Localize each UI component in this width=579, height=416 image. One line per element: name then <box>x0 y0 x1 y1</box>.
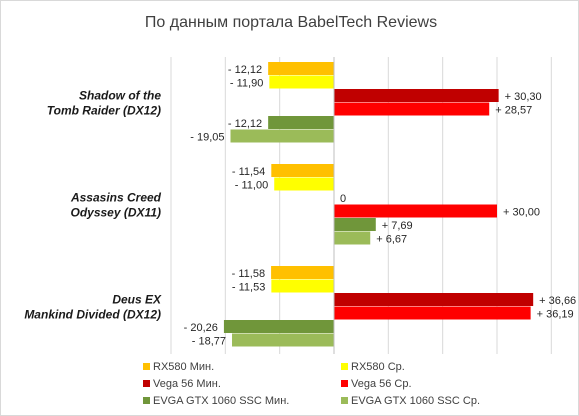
bar <box>334 231 371 245</box>
category-label: Odyssey (DX11) <box>71 206 162 220</box>
data-label: 0 <box>340 193 346 205</box>
bar <box>334 218 376 231</box>
data-label: - 12,12 <box>228 64 262 76</box>
legend-label: Vega 56 Ср. <box>351 378 412 390</box>
data-label: + 28,57 <box>495 104 532 116</box>
data-label: - 11,58 <box>232 268 265 280</box>
category-label: Assasins Creed <box>70 191 162 205</box>
bar <box>334 204 497 218</box>
legend-label: RX580 Ср. <box>351 361 405 373</box>
bar <box>334 89 499 102</box>
legend-swatch <box>143 363 150 370</box>
data-label: - 11,54 <box>232 166 265 178</box>
legend-swatch <box>341 380 348 387</box>
category-label: Mankind Divided (DX12) <box>24 308 161 322</box>
bar <box>334 102 490 116</box>
data-label: - 11,53 <box>232 281 265 293</box>
legend-label: RX580 Мин. <box>153 361 214 373</box>
bar <box>271 164 334 177</box>
data-label: - 12,12 <box>228 118 262 130</box>
data-label: - 19,05 <box>190 131 224 143</box>
data-label: - 18,77 <box>192 335 226 347</box>
legend-label: Vega 56 Мин. <box>153 378 221 390</box>
legend-label: EVGA GTX 1060 SSC Ср. <box>351 395 480 407</box>
bar <box>232 333 334 347</box>
data-label: - 11,00 <box>235 179 268 191</box>
data-label: - 11,90 <box>230 77 263 89</box>
category-label: Tomb Raider (DX12) <box>47 104 161 118</box>
data-labels: - 12,12- 11,90+ 30,30+ 28,57- 12,12- 19,… <box>184 64 577 348</box>
chart-title: По данным портала BabelTech Reviews <box>145 14 437 31</box>
data-label: - 20,26 <box>184 322 218 334</box>
legend-swatch <box>143 380 150 387</box>
data-label: + 30,30 <box>505 91 542 103</box>
bar <box>230 129 334 143</box>
legend: RX580 Мин. RX580 Ср. Vega 56 Мин. Vega 56 С… <box>143 361 480 407</box>
data-label: + 36,19 <box>537 308 574 320</box>
bar <box>223 320 334 333</box>
legend-swatch <box>341 397 348 404</box>
bar <box>274 177 334 191</box>
data-label: + 7,69 <box>382 220 413 232</box>
bar <box>269 75 334 89</box>
bar <box>271 266 334 279</box>
bar <box>268 62 334 75</box>
bar <box>271 279 334 293</box>
bars <box>223 62 534 347</box>
bar <box>268 116 334 129</box>
category-label: Deus EX <box>112 293 162 307</box>
data-label: + 30,00 <box>503 206 540 218</box>
data-label: + 36,66 <box>539 295 576 307</box>
bar <box>334 306 531 320</box>
legend-swatch <box>143 397 150 404</box>
category-label: Shadow of the <box>79 89 161 103</box>
data-label: + 6,67 <box>376 233 407 245</box>
legend-label: EVGA GTX 1060 SSC Мин. <box>153 395 289 407</box>
bar <box>334 293 534 306</box>
legend-swatch <box>341 363 348 370</box>
